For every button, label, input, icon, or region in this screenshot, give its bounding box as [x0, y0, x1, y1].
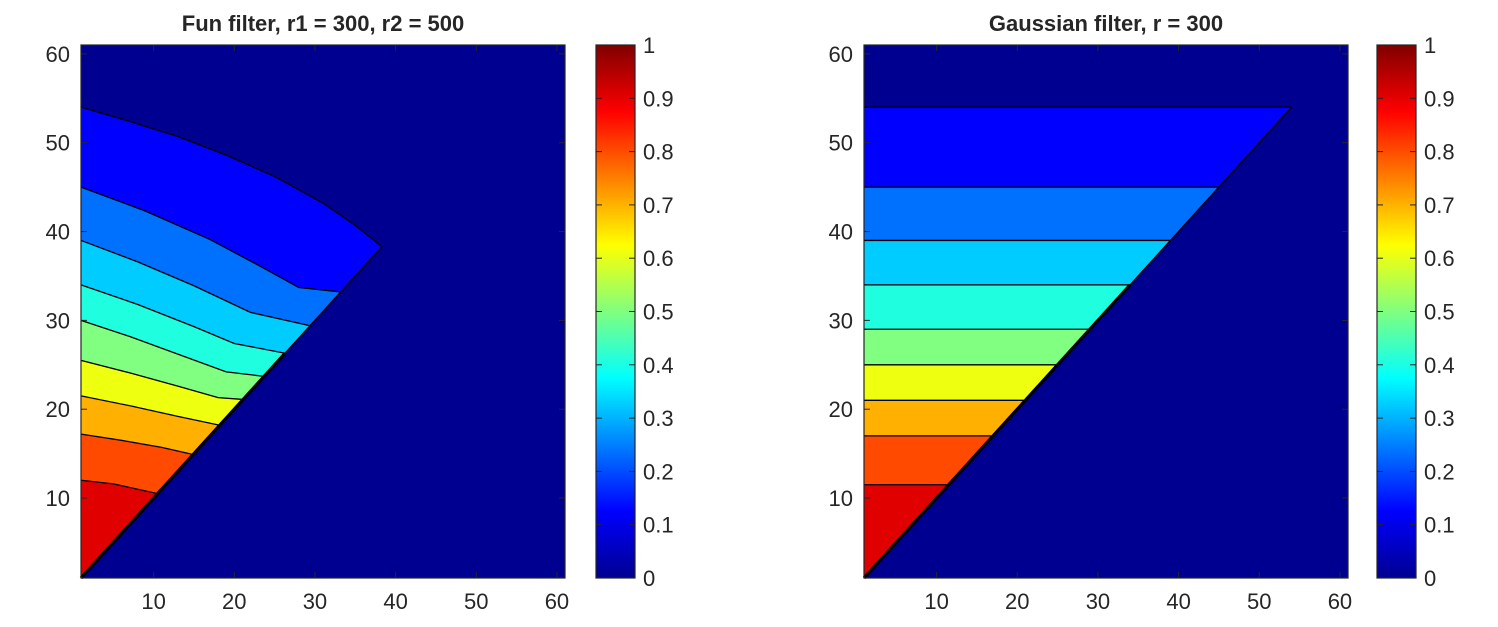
fun-colorbar-label-0.7: 0.7 — [643, 193, 674, 218]
fun-colorbar-label-1: 1 — [643, 33, 655, 58]
gauss-xtick-label-40: 40 — [1166, 589, 1190, 614]
fun-filter-axes-box — [80, 44, 566, 579]
gauss-xtick-label-10: 10 — [924, 589, 948, 614]
gauss-colorbar-label-0.7: 0.7 — [1424, 193, 1455, 218]
fun-colorbar-label-0.9: 0.9 — [643, 86, 674, 111]
gaussian-filter-colorbar-ticks: 0 0.1 0.2 0.3 0.4 0.5 0.6 0.7 0.8 0.9 1 — [1377, 33, 1455, 591]
gauss-xtick-label-20: 20 — [1005, 589, 1029, 614]
gaussian-filter-x-ticks: 10 20 30 40 50 60 — [924, 45, 1352, 614]
gauss-colorbar-label-1: 1 — [1424, 33, 1436, 58]
fun-xtick-label-40: 40 — [383, 589, 407, 614]
fun-filter-colorbar-ticks: 0 0.1 0.2 0.3 0.4 0.5 0.6 0.7 0.8 0.9 1 — [596, 33, 674, 591]
fun-contour-line-0.9 — [80, 479, 158, 495]
gauss-colorbar-label-0.9: 0.9 — [1424, 86, 1455, 111]
fun-filter-colorbar: 0 0.1 0.2 0.3 0.4 0.5 0.6 0.7 0.8 0.9 1 — [595, 33, 674, 591]
fun-filter-title: Fun filter, r1 = 300, r2 = 500 — [182, 11, 465, 36]
fun-filter-contour-lines — [79, 106, 383, 580]
fun-contour-line-0.8 — [80, 433, 194, 456]
fun-colorbar-label-0.2: 0.2 — [643, 459, 674, 484]
fun-diagonal-edge-dense — [79, 352, 287, 580]
gauss-colorbar-label-0.6: 0.6 — [1424, 246, 1455, 271]
fun-colorbar-label-0.3: 0.3 — [643, 406, 674, 431]
fun-contour-line-0.2 — [80, 186, 341, 293]
fun-ytick-label-60: 60 — [46, 42, 70, 67]
fun-contour-line-0.5 — [80, 319, 265, 377]
fun-colorbar-label-0.5: 0.5 — [643, 300, 674, 325]
fun-xtick-label-20: 20 — [222, 589, 246, 614]
fun-ytick-label-30: 30 — [46, 308, 70, 333]
fun-ytick-label-50: 50 — [46, 131, 70, 156]
gauss-ytick-label-50: 50 — [829, 131, 853, 156]
fun-xtick-label-10: 10 — [141, 589, 165, 614]
fun-colorbar-label-0.6: 0.6 — [643, 246, 674, 271]
gauss-colorbar-label-0: 0 — [1424, 566, 1436, 591]
fun-contour-line-0.1 — [80, 106, 383, 248]
fun-contour-line-0.7 — [80, 395, 220, 426]
gaussian-filter-title: Gaussian filter, r = 300 — [989, 11, 1223, 36]
fun-ytick-label-10: 10 — [46, 486, 70, 511]
fun-filter-plot-area: 10 20 30 40 50 60 10 20 30 40 50 60 — [46, 42, 570, 614]
fun-colorbar-label-0.1: 0.1 — [643, 513, 674, 538]
gaussian-filter-y-ticks: 10 20 30 40 50 60 — [829, 42, 1348, 511]
gauss-colorbar-label-0.4: 0.4 — [1424, 353, 1455, 378]
gauss-ytick-label-40: 40 — [829, 220, 853, 245]
fun-ytick-label-40: 40 — [46, 220, 70, 245]
gaussian-filter-colorbar-gradient — [1376, 44, 1417, 579]
gaussian-filter-panel: Gaussian filter, r = 300 10 20 30 40 50 60 10… — [829, 11, 1455, 614]
fun-filter-y-ticks: 10 20 30 40 50 60 — [46, 42, 565, 511]
gauss-ytick-label-10: 10 — [829, 486, 853, 511]
fun-filter-panel: Fun filter, r1 = 300, r2 = 500 10 20 30 40 5… — [46, 11, 674, 614]
gauss-colorbar-label-0.8: 0.8 — [1424, 140, 1455, 165]
gauss-xtick-label-30: 30 — [1086, 589, 1110, 614]
fun-xtick-label-50: 50 — [464, 589, 488, 614]
fun-contour-line-0.3 — [80, 239, 311, 327]
gaussian-filter-axes-box — [863, 44, 1349, 579]
gauss-colorbar-label-0.5: 0.5 — [1424, 300, 1455, 325]
fun-contour-line-0.4 — [80, 284, 286, 354]
fun-colorbar-label-0.4: 0.4 — [643, 353, 674, 378]
gauss-colorbar-label-0.2: 0.2 — [1424, 459, 1455, 484]
gauss-ytick-label-30: 30 — [829, 308, 853, 333]
fun-filter-x-ticks: 10 20 30 40 50 60 — [141, 45, 569, 614]
fun-contour-line-0.6 — [80, 359, 244, 401]
gaussian-filter-contour-lines — [862, 106, 1293, 580]
gauss-ytick-label-20: 20 — [829, 397, 853, 422]
fun-xtick-label-30: 30 — [303, 589, 327, 614]
fun-colorbar-label-0: 0 — [643, 566, 655, 591]
fun-ytick-label-20: 20 — [46, 397, 70, 422]
fun-band-0.9 — [81, 480, 158, 578]
gauss-ytick-label-60: 60 — [829, 42, 853, 67]
fun-colorbar-label-0.8: 0.8 — [643, 140, 674, 165]
fun-xtick-label-60: 60 — [545, 589, 569, 614]
gaussian-filter-plot-area: 10 20 30 40 50 60 10 20 30 40 50 60 — [829, 42, 1353, 614]
gauss-xtick-label-60: 60 — [1328, 589, 1352, 614]
fun-filter-colorbar-gradient — [595, 44, 636, 579]
gauss-colorbar-label-0.3: 0.3 — [1424, 406, 1455, 431]
gauss-xtick-label-50: 50 — [1247, 589, 1271, 614]
gauss-colorbar-label-0.1: 0.1 — [1424, 513, 1455, 538]
gauss-diagonal-edge-dense — [862, 283, 1132, 580]
gaussian-filter-colorbar: 0 0.1 0.2 0.3 0.4 0.5 0.6 0.7 0.8 0.9 1 — [1376, 33, 1455, 591]
